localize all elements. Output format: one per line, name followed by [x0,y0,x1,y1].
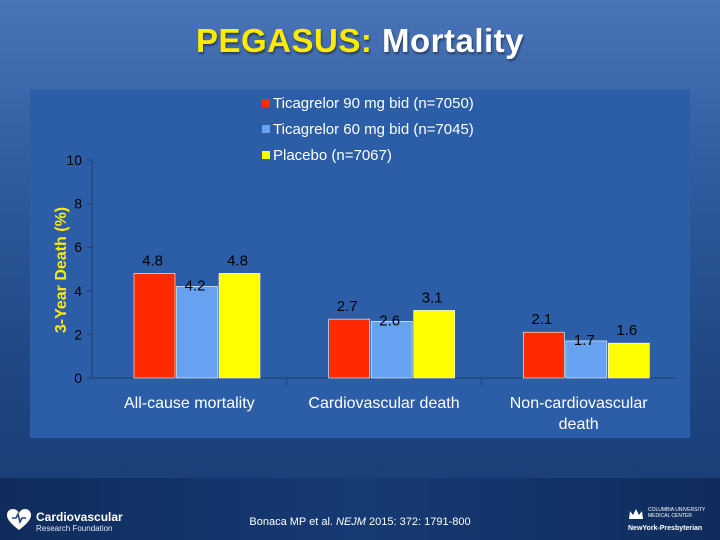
slide-title: PEGASUS: Mortality [0,22,720,60]
title-part-2: Mortality [372,22,525,59]
bar-placebo-0 [218,273,261,379]
citation-authors: Bonaca MP et al. [249,516,337,528]
x-category-label: All-cause mortality [124,395,255,412]
columbia-logo: COLUMBIA UNIVERSITY MEDICAL CENTER NewYo… [628,505,718,537]
crf-logo-line1: Cardiovascular [36,510,123,524]
y-tick-label: 6 [74,239,82,255]
legend-swatch [262,99,270,107]
citation: Bonaca MP et al. NEJM 2015: 372: 1791-80… [0,516,720,528]
y-axis-label: 3-Year Death (%) [53,207,70,333]
bar-placebo-1 [413,310,455,379]
bar-ticagrelor-60-0 [176,286,218,379]
y-tick-label: 4 [74,283,82,299]
bar-data-label: 4.8 [227,252,248,269]
bar-data-label: 2.1 [531,311,552,328]
bar-ticagrelor-90-1 [328,318,370,379]
legend-swatch [262,151,270,159]
legend-entry: Placebo (n=7067) [273,147,392,164]
nyp-line: NewYork-Presbyterian [628,525,703,532]
x-category-label: death [559,416,599,433]
bar-data-label: 1.7 [574,332,595,349]
bar-data-label: 2.7 [337,298,358,315]
legend-swatch [262,125,270,133]
bar-placebo-2 [608,342,650,379]
citation-journal: NEJM [336,516,366,528]
bar-data-label: 4.2 [185,277,206,294]
bar-data-label: 2.6 [379,312,400,329]
x-category-label: Non-cardiovascular [510,395,649,412]
heart-logo-icon [7,509,31,530]
bar-data-label: 1.6 [616,322,637,339]
bar-ticagrelor-60-1 [370,321,413,379]
crown-icon [629,509,643,519]
citation-details: 2015: 372: 1791-800 [365,516,471,528]
crf-logo-line2: Research Foundation [36,524,113,533]
legend-entry: Ticagrelor 90 mg bid (n=7050) [273,95,474,112]
y-tick-label: 2 [74,326,82,342]
crf-logo: Cardiovascular Research Foundation [6,506,126,536]
footer-bar [0,478,720,540]
title-part-1: PEGASUS: [195,22,373,59]
y-tick-label: 0 [74,370,82,386]
y-tick-label: 8 [74,196,82,212]
bar-ticagrelor-60-2 [565,340,608,379]
legend-entry: Ticagrelor 60 mg bid (n=7045) [273,121,474,138]
bar-data-label: 4.8 [142,252,163,269]
columbia-line2: MEDICAL CENTER [648,513,692,519]
y-tick-label: 10 [66,152,82,168]
columbia-line1: COLUMBIA UNIVERSITY [648,507,706,513]
bar-ticagrelor-90-2 [523,331,565,379]
x-category-label: Cardiovascular death [308,395,459,412]
chart-panel [30,90,690,438]
bar-data-label: 3.1 [422,289,443,306]
bar-ticagrelor-90-0 [133,273,176,379]
